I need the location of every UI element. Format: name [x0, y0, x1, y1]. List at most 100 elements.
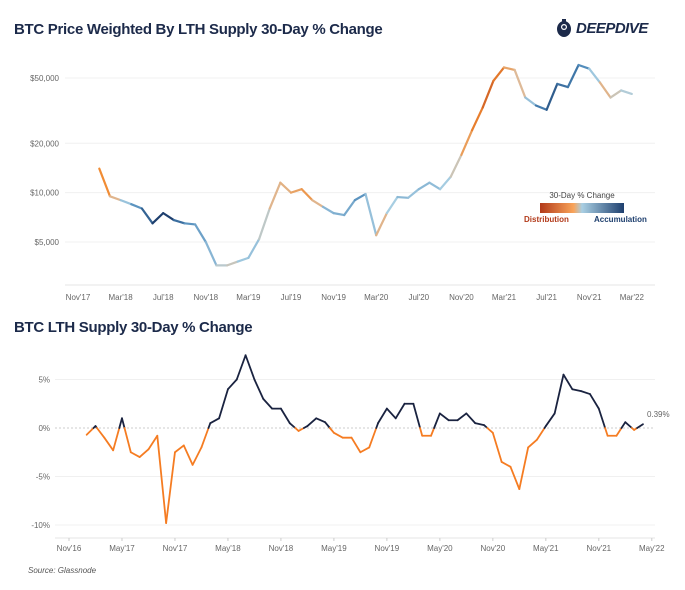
price-line-segment — [279, 181, 293, 194]
lth-line-segment — [377, 407, 388, 425]
lth-line-segment — [218, 388, 229, 420]
x-tick-label: Mar'21 — [492, 293, 517, 302]
lth-line-segment — [200, 427, 210, 449]
x-tick-label: Nov'19 — [375, 544, 400, 553]
lth-line-segment — [156, 434, 168, 524]
y-tick-label: $10,000 — [30, 189, 59, 198]
price-line-segment — [620, 89, 633, 95]
price-line-segment — [183, 222, 197, 226]
x-tick-label: Nov'21 — [577, 293, 602, 302]
price-line-segment — [353, 192, 367, 202]
price-line-segment — [588, 67, 601, 84]
lth-line-segment — [624, 421, 633, 429]
price-line-segment — [300, 188, 314, 202]
lth-line-segment — [96, 427, 106, 439]
x-tick-label: Nov'16 — [57, 544, 82, 553]
x-tick-label: Nov'17 — [66, 293, 91, 302]
price-line-segment — [268, 181, 282, 210]
lth-line-segment — [419, 427, 424, 437]
lth-line-segment — [394, 402, 406, 420]
lth-line-segment — [486, 427, 494, 434]
x-tick-label: Jul'20 — [408, 293, 429, 302]
legend-gradient — [540, 203, 624, 213]
lth-line-segment — [359, 446, 371, 454]
lth-line-segment — [430, 427, 436, 437]
price-line-segment — [108, 195, 122, 202]
price-line-segment — [598, 81, 612, 99]
lth-line-segment — [112, 427, 121, 452]
lth-chart-title: BTC LTH Supply 30-Day % Change — [14, 319, 253, 336]
lth-line-segment — [165, 451, 176, 524]
legend-accumulation: Accumulation — [594, 215, 647, 224]
lth-line-segment — [433, 412, 441, 429]
price-line-segment — [119, 199, 133, 206]
lth-line-segment — [527, 438, 538, 449]
price-line-segment — [321, 205, 335, 215]
lth-line-segment — [620, 421, 627, 429]
price-line-segment — [140, 207, 154, 225]
x-tick-label: Mar'20 — [364, 293, 389, 302]
price-line-segment — [609, 89, 623, 99]
price-line-segment — [449, 153, 463, 178]
lth-line-segment — [129, 451, 141, 459]
x-tick-label: May'18 — [215, 544, 241, 553]
lth-line-segment — [604, 427, 609, 437]
price-line-segment — [364, 192, 378, 237]
lth-line-segment — [438, 412, 450, 422]
y-tick-label: $50,000 — [30, 74, 59, 83]
deepdive-logo: DEEPDIVE — [556, 18, 648, 38]
price-line-segment — [257, 207, 271, 241]
source-note: Source: Glassnode — [28, 566, 97, 575]
last-value-label: 0.39% — [647, 410, 670, 419]
lth-line-segment — [324, 421, 331, 429]
lth-line-segment — [518, 446, 530, 491]
lth-line-segment — [500, 461, 512, 468]
lth-line-segment — [244, 354, 256, 381]
lth-line-segment — [174, 444, 185, 454]
price-line-segment — [556, 82, 570, 89]
lth-line-segment — [297, 427, 305, 432]
x-tick-label: May'17 — [109, 544, 135, 553]
x-tick-label: May'21 — [533, 544, 559, 553]
price-line-segment — [289, 188, 303, 194]
lth-line-segment — [253, 378, 265, 400]
lth-line-segment — [536, 427, 546, 441]
lth-line-segment — [306, 417, 318, 427]
price-line-segment — [396, 195, 410, 199]
price-line-segment — [492, 66, 506, 83]
lth-line-segment — [138, 448, 150, 459]
price-line-segment — [534, 104, 548, 111]
lth-line-segment — [315, 417, 326, 424]
x-tick-label: Jul'21 — [536, 293, 557, 302]
price-legend: 30-Day % Change Distribution Accumulatio… — [524, 191, 647, 224]
price-line-segment — [311, 199, 325, 208]
x-tick-label: Nov'18 — [269, 544, 294, 553]
lth-line-segment — [544, 412, 556, 427]
lth-line-segment — [123, 427, 132, 454]
price-line-segment — [577, 63, 591, 70]
x-tick-label: Nov'19 — [321, 293, 346, 302]
lth-line-segment — [491, 431, 503, 463]
y-tick-label: $20,000 — [30, 139, 59, 148]
x-tick-label: Nov'18 — [193, 293, 218, 302]
lth-line-segment — [350, 436, 362, 454]
lth-line-segment — [456, 412, 468, 422]
price-line-segment — [247, 238, 261, 259]
lth-line-segment — [280, 407, 291, 425]
y-tick-label: 0% — [38, 424, 50, 433]
lth-line-segment — [385, 407, 397, 420]
lth-line-segment — [121, 417, 126, 429]
price-line-segment — [513, 68, 527, 99]
x-tick-label: Nov'20 — [449, 293, 474, 302]
lth-line-segment — [509, 465, 521, 491]
price-line-segment — [407, 188, 420, 199]
lth-line-segment — [589, 393, 600, 410]
legend-distribution: Distribution — [524, 215, 569, 224]
diver-helmet-icon — [557, 19, 571, 37]
x-tick-label: Mar'19 — [236, 293, 261, 302]
x-tick-label: May'20 — [427, 544, 453, 553]
lth-line-segment — [85, 427, 95, 436]
price-line-segment — [566, 63, 580, 89]
lth-line-segment — [332, 431, 344, 439]
